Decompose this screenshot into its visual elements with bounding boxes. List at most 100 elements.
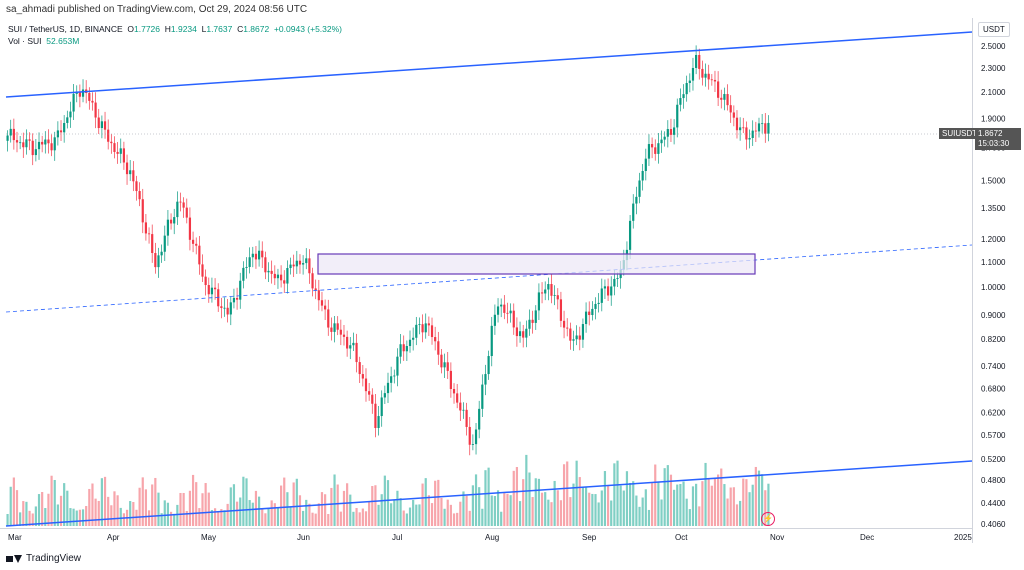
candle-body (415, 324, 418, 338)
volume-bar (610, 500, 613, 526)
volume-bar (496, 490, 500, 526)
candle-body (116, 151, 119, 154)
volume-bar (503, 492, 506, 526)
volume-bar (701, 481, 704, 526)
candle-body (412, 337, 415, 340)
time-tick-label: Jun (297, 533, 310, 542)
candle-body (500, 304, 503, 307)
candle-body (701, 68, 704, 78)
volume-bar (449, 504, 452, 526)
volume-bar (613, 463, 616, 526)
volume-bar (647, 509, 651, 526)
volume-bar (97, 500, 100, 526)
volume-bar (682, 481, 685, 526)
volume-bar (537, 478, 541, 526)
volume-bar (390, 503, 393, 526)
candle-body (525, 328, 528, 338)
volume-bar (594, 494, 597, 526)
candle-body (679, 98, 682, 105)
volume-bar (185, 510, 188, 526)
candle-body (31, 140, 34, 156)
lightning-icon[interactable]: ⚡ (761, 512, 775, 526)
volume-bar (732, 487, 735, 526)
volume-bar (305, 499, 308, 526)
candle-body (723, 94, 726, 100)
supply-zone-box (317, 253, 756, 275)
candle-body (355, 342, 358, 363)
time-axis[interactable]: Mar Apr May Jun Jul Aug Sep Oct Nov Dec 2025 (0, 528, 972, 543)
currency-label[interactable]: USDT (978, 22, 1010, 37)
volume-bar (217, 511, 220, 526)
candle-body (15, 140, 19, 143)
volume-bar (380, 494, 383, 526)
volume-bar (673, 489, 676, 526)
volume-bar (361, 508, 364, 526)
volume-bar (418, 504, 421, 526)
candle-body (179, 201, 182, 203)
volume-bar (226, 503, 229, 526)
candle-body (698, 54, 701, 69)
candle-body (88, 92, 91, 101)
price-tick-label: 2.5000 (981, 42, 1006, 51)
candle-body (515, 327, 519, 337)
candle-body (37, 141, 41, 150)
volume-bar (368, 501, 371, 526)
candle-body (261, 250, 264, 258)
volume-bar (572, 483, 575, 526)
volume-bar (191, 474, 195, 526)
candle-body (22, 142, 25, 148)
candle-body (616, 278, 619, 279)
volume-bar (402, 510, 405, 526)
price-scale[interactable]: 2.50002.30002.10001.90001.70001.50001.35… (972, 18, 1024, 543)
candle-body (603, 286, 607, 289)
candle-body (647, 144, 651, 159)
volume-bar (339, 511, 342, 526)
price-tick-label: 0.9000 (981, 311, 1006, 320)
volume-bar (141, 477, 144, 526)
volume-bar (540, 492, 544, 526)
candle-body (569, 328, 572, 341)
candle-body (405, 346, 408, 352)
volume-bar (452, 513, 456, 526)
volume-bar (456, 512, 459, 526)
candle-body (72, 93, 75, 112)
candle-body (270, 270, 273, 274)
volume-bar (440, 497, 443, 526)
candle-body (427, 323, 430, 326)
candle-body (408, 339, 412, 347)
candle-body (232, 297, 236, 303)
volume-bar (44, 508, 47, 526)
candle-body (496, 306, 500, 315)
volume-bar (726, 498, 729, 526)
candle-body (644, 158, 647, 171)
candle-body (638, 180, 641, 197)
volume-bar (242, 476, 245, 526)
volume-bar (15, 490, 19, 526)
volume-bar (276, 507, 280, 526)
volume-bar (364, 511, 368, 526)
volume-bar (210, 509, 214, 526)
candle-body (69, 111, 72, 118)
candle-body (459, 402, 462, 411)
candle-body (273, 273, 276, 279)
volume-bar (522, 479, 525, 526)
volume-bar (685, 498, 688, 526)
volume-bar (377, 504, 380, 526)
volume-bar (229, 487, 232, 526)
candle-body (280, 274, 283, 281)
volume-bar (264, 513, 267, 526)
volume-bar (371, 486, 374, 526)
price-tick-label: 1.9000 (981, 114, 1006, 123)
price-chart[interactable] (0, 18, 1024, 548)
volume-bar (509, 495, 512, 526)
volume-bar (757, 470, 761, 526)
volume-bar (31, 513, 34, 526)
volume-bar (157, 492, 160, 526)
volume-bar (676, 484, 679, 526)
symbol-price-tag: SUIUSDT (939, 128, 981, 139)
candle-body (745, 127, 748, 140)
volume-bar (434, 480, 437, 526)
volume-bar (547, 499, 550, 526)
volume-bar (393, 500, 396, 526)
legend-change: +0.0943 (+5.32%) (273, 24, 343, 34)
